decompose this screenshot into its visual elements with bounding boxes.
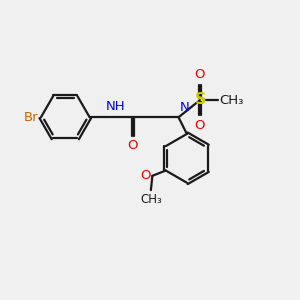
Text: O: O xyxy=(195,68,205,81)
Text: CH₃: CH₃ xyxy=(219,94,244,106)
Text: Br: Br xyxy=(24,111,38,124)
Text: N: N xyxy=(179,101,189,114)
Text: CH₃: CH₃ xyxy=(140,193,162,206)
Text: O: O xyxy=(140,169,150,182)
Text: S: S xyxy=(195,92,206,107)
Text: NH: NH xyxy=(106,100,125,113)
Text: O: O xyxy=(127,139,138,152)
Text: O: O xyxy=(195,119,205,132)
